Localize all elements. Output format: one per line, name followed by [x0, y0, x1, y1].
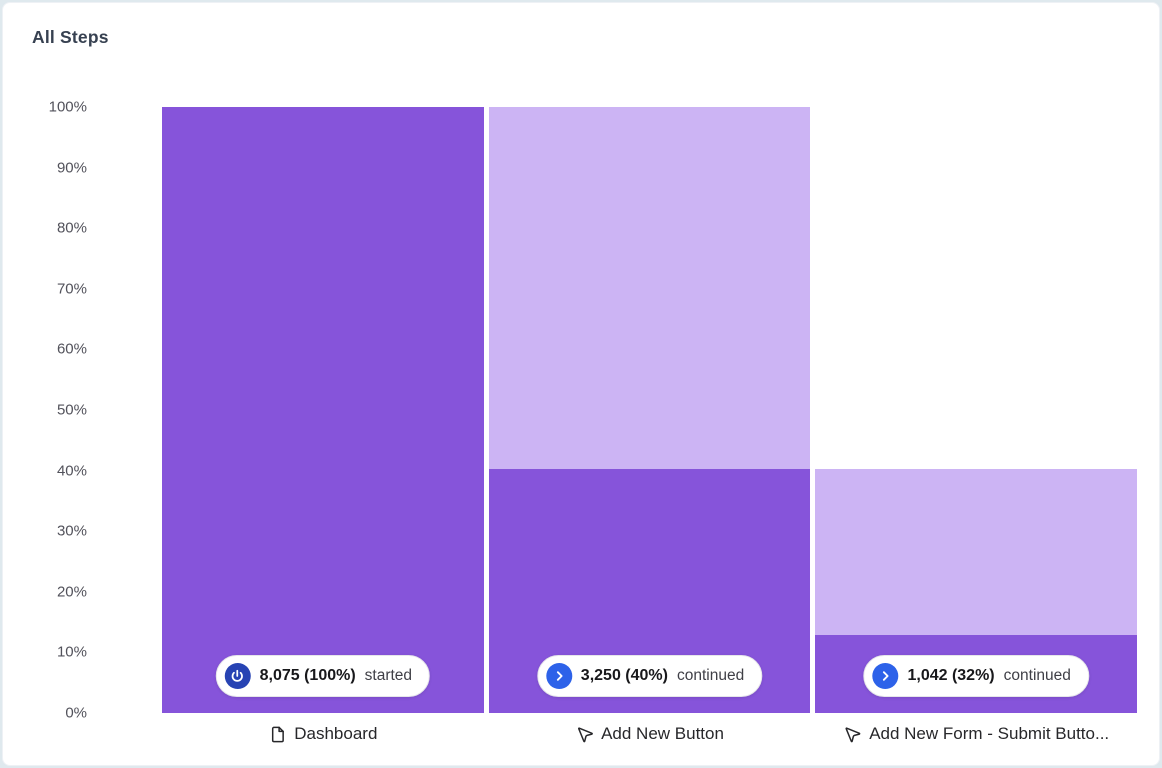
mouse-pointer-icon	[843, 725, 862, 744]
badge-suffix: continued	[676, 667, 745, 684]
step-label-dashboard: Dashboard	[268, 724, 377, 744]
chevron-right-icon	[545, 663, 572, 689]
step-count-badge[interactable]: 3,250 (40%) continued	[536, 655, 763, 697]
funnel-step-add-new-button[interactable]: 3,250 (40%) continued Add New Button	[488, 107, 811, 743]
y-tick: 30%	[56, 522, 87, 540]
funnel-step-add-new-form-submit[interactable]: 1,042 (32%) continued Add New Form - Sub…	[815, 107, 1138, 743]
y-tick: 60%	[56, 340, 87, 358]
y-tick: 70%	[56, 280, 87, 298]
converted-segment	[162, 107, 484, 713]
step-label-text: Add New Form - Submit Butto...	[869, 724, 1110, 743]
y-tick: 0%	[65, 704, 87, 722]
mouse-pointer-icon	[575, 725, 594, 744]
y-tick: 20%	[56, 583, 87, 601]
y-tick: 80%	[56, 219, 87, 237]
y-tick: 90%	[56, 159, 87, 177]
y-tick: 100%	[48, 98, 87, 116]
y-tick: 10%	[56, 643, 87, 661]
funnel-step-dashboard[interactable]: 8,075 (100%) started Dashboard	[162, 107, 484, 743]
step-label-text: Add New Button	[601, 724, 724, 743]
badge-value: 3,250 (40%)	[580, 667, 668, 684]
badge-value: 1,042 (32%)	[907, 667, 995, 684]
y-tick: 50%	[56, 401, 87, 419]
step-count-badge[interactable]: 1,042 (32%) continued	[863, 655, 1089, 697]
chart-title: All Steps	[32, 27, 109, 47]
step-label-add-new-form-submit: Add New Form - Submit Butto...	[843, 724, 1109, 744]
chevron-right-icon	[872, 663, 899, 689]
step-label-text: Dashboard	[294, 724, 378, 743]
badge-value: 8,075 (100%)	[259, 667, 356, 684]
y-axis: 100% 90% 80% 70% 60% 50% 40% 30% 20% 10%…	[3, 99, 87, 722]
step-label-add-new-button: Add New Button	[575, 724, 724, 744]
file-icon	[268, 725, 287, 744]
funnel-plot: 8,075 (100%) started Dashboard	[162, 107, 1138, 743]
badge-suffix: started	[364, 667, 413, 684]
y-tick: 40%	[56, 462, 87, 480]
badge-suffix: continued	[1003, 667, 1071, 684]
step-count-badge[interactable]: 8,075 (100%) started	[215, 655, 431, 697]
power-icon	[224, 663, 251, 689]
